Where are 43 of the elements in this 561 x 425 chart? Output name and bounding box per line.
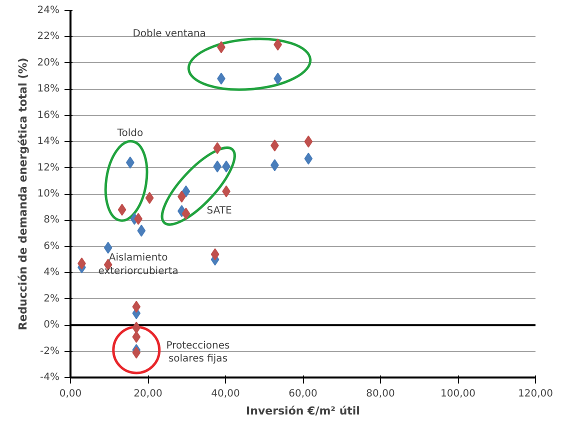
- point: [145, 192, 154, 204]
- y-tick-label: 4%: [44, 267, 60, 278]
- y-tick-label: 24%: [37, 5, 60, 16]
- x-tick-label: 40,00: [211, 388, 240, 400]
- y-axis-title: Reducción de demanda energética total (%): [16, 58, 30, 330]
- point: [210, 248, 220, 260]
- point: [213, 142, 222, 154]
- y-tick-label: 8%: [44, 214, 60, 226]
- point: [132, 322, 141, 334]
- y-tick-label: 18%: [37, 84, 60, 95]
- point: [132, 330, 141, 343]
- x-axis-title: Inversión €/m² útil: [246, 404, 360, 418]
- y-tick-label: 20%: [37, 57, 60, 68]
- point: [182, 208, 190, 220]
- y-tick-label: 16%: [37, 110, 60, 121]
- annotation: Aislamiento exteriorcubierta: [98, 252, 178, 277]
- point: [182, 185, 190, 198]
- annotation: Toldo: [116, 128, 144, 140]
- point: [104, 242, 112, 254]
- x-tick-label: 0,00: [59, 388, 82, 400]
- point: [213, 160, 222, 172]
- point: [132, 300, 141, 313]
- y-tick-label: 22%: [37, 31, 60, 42]
- x-tick-label: 120,00: [518, 388, 554, 400]
- y-tick-label: 10%: [37, 188, 60, 200]
- y-tick-label: -4%: [40, 372, 60, 383]
- x-tick-label: 100,00: [440, 388, 476, 400]
- point: [304, 136, 313, 148]
- y-tick-label: 12%: [37, 162, 60, 174]
- point: [137, 224, 146, 237]
- point: [304, 152, 313, 165]
- x-tick-label: 20,00: [134, 388, 162, 400]
- x-tick-label: 80,00: [366, 388, 395, 400]
- y-tick-label: 6%: [44, 240, 60, 252]
- y-tick-label: 0%: [44, 320, 60, 331]
- y-tick-label: 2%: [44, 293, 60, 304]
- annotation: Doble ventana: [132, 28, 206, 40]
- y-tick-label: -2%: [40, 346, 60, 357]
- annotation: SATE: [206, 206, 232, 217]
- point: [118, 204, 126, 216]
- y-tick-label: 14%: [37, 136, 60, 148]
- x-tick-label: 60,00: [288, 388, 318, 400]
- annotation: Protecciones solares fijas: [166, 340, 230, 365]
